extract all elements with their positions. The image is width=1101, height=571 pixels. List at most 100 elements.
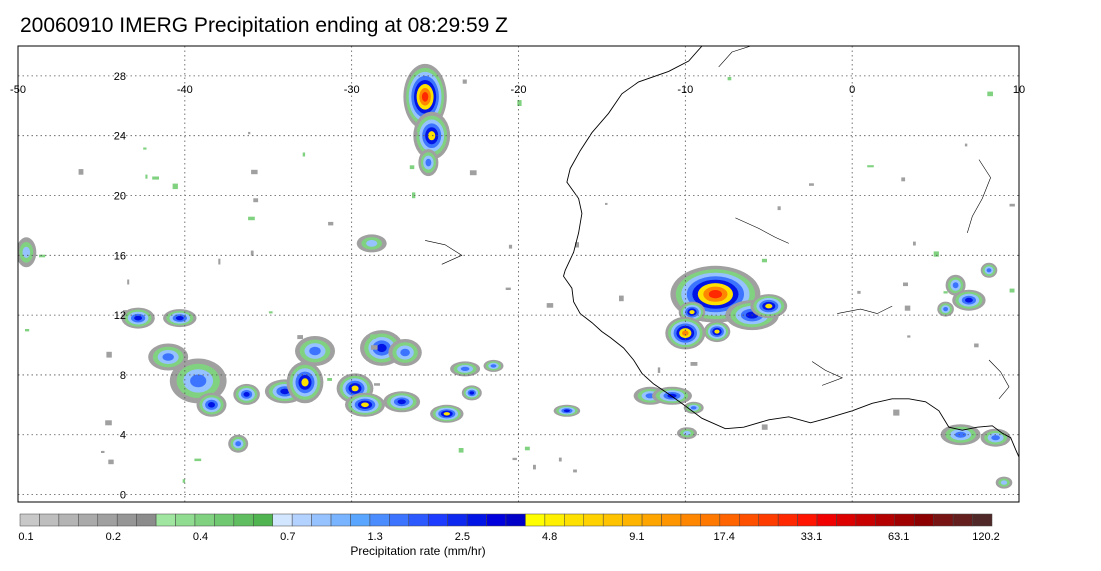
light-rain-speck (913, 241, 916, 246)
precip-contour (708, 290, 723, 299)
colorbar-swatch (253, 513, 273, 527)
inland-water-outline (425, 240, 463, 265)
colorbar-swatch (97, 513, 118, 527)
colorbar-swatch (933, 513, 954, 527)
precip-contour (682, 330, 689, 336)
light-rain-speck (964, 143, 968, 147)
colorbar-swatch (952, 513, 973, 527)
light-rain-speck (127, 279, 130, 285)
colorbar-swatch (369, 513, 390, 527)
colorbar-swatch (116, 513, 137, 527)
coastline (425, 46, 1019, 459)
inland-water-outline (988, 359, 1010, 399)
colorbar-swatch (311, 513, 332, 527)
colorbar-swatch (641, 513, 662, 527)
colorbar-swatch (544, 513, 565, 527)
light-rain-speck (248, 131, 251, 135)
longitude-label: -50 (10, 84, 26, 96)
map-title: 20060910 IMERG Precipitation ending at 0… (20, 14, 508, 37)
light-rain-speck (371, 345, 378, 350)
longitude-label: -30 (344, 84, 360, 96)
precip-contour (351, 385, 359, 392)
colorbar-swatch (272, 513, 293, 527)
precip-contour (714, 329, 720, 334)
colorbar-swatch (894, 513, 915, 527)
light-rain-speck (145, 174, 148, 179)
light-rain-speck (546, 303, 554, 308)
precip-contour (986, 268, 992, 273)
light-rain-speck (987, 91, 993, 97)
colorbar-tick-label: 63.1 (888, 531, 909, 543)
latitude-label: 12 (114, 310, 126, 322)
light-rain-speck (152, 176, 159, 180)
light-rain-speck (105, 420, 112, 426)
colorbar-swatch (855, 513, 876, 527)
colorbar-swatch (622, 513, 643, 527)
light-rain-speck (143, 147, 147, 150)
coastline-path (563, 46, 1019, 459)
precip-contour (952, 282, 959, 289)
precip-contour (175, 316, 184, 321)
colorbar-swatch (350, 513, 371, 527)
colorbar-swatch (525, 513, 546, 527)
colorbar-swatch (836, 513, 857, 527)
lat-lon-grid (18, 46, 1019, 502)
light-rain-speck (413, 132, 418, 136)
precip-contour (1000, 480, 1008, 485)
colorbar-swatch (136, 513, 157, 527)
colorbar-swatch (194, 513, 215, 527)
colorbar-swatch (758, 513, 779, 527)
colorbar-tick-label: 120.2 (972, 531, 1000, 543)
precip-contour (361, 402, 369, 408)
light-rain-speck (106, 351, 112, 358)
colorbar-swatch (427, 513, 448, 527)
colorbar-swatch (233, 513, 254, 527)
light-rain-speck (512, 457, 517, 461)
light-rain-speck (761, 258, 767, 263)
light-rain-speck (1009, 203, 1015, 207)
inland-water-outline (718, 46, 752, 68)
precip-contour (366, 240, 378, 247)
longitude-label: -20 (511, 84, 527, 96)
colorbar-tick-label: 33.1 (801, 531, 822, 543)
light-rain-speck (458, 448, 464, 453)
longitude-label: -10 (677, 84, 693, 96)
precip-contour (689, 310, 695, 315)
light-rain-speck (297, 335, 303, 340)
precip-contour (190, 374, 207, 388)
colorbar-swatch (797, 513, 818, 527)
colorbar-swatch (583, 513, 604, 527)
colorbar-tick-label: 0.7 (280, 531, 295, 543)
precip-contour (280, 388, 290, 395)
colorbar-swatch (389, 513, 410, 527)
light-rain-speck (933, 251, 939, 257)
colorbar-swatch (602, 513, 623, 527)
colorbar-swatch (972, 513, 993, 527)
light-rain-speck (575, 242, 579, 248)
light-rain-speck (857, 290, 861, 294)
colorbar-swatch (486, 513, 507, 527)
light-rain-speck (302, 152, 306, 157)
light-rain-speck (761, 424, 768, 430)
light-rain-speck (101, 450, 105, 453)
colorbar-tick-label: 1.3 (367, 531, 382, 543)
light-rain-speck (469, 170, 477, 176)
colorbar-tick-label: 0.4 (193, 531, 208, 543)
colorbar-tick-label: 9.1 (629, 531, 644, 543)
colorbar-swatch (739, 513, 759, 527)
colorbar-tick-label: 0.1 (18, 531, 33, 543)
precip-contour (943, 307, 948, 312)
light-rain-speck (182, 479, 186, 483)
light-rain-speck (573, 469, 577, 473)
colorbar-swatch (505, 513, 526, 527)
precip-contour (991, 435, 1000, 441)
light-rain-speck (777, 206, 781, 211)
precip-contour (460, 366, 470, 371)
light-rain-speck (218, 258, 221, 265)
colorbar-swatch (875, 513, 896, 527)
precip-contour (208, 402, 215, 408)
inland-water-outline (811, 361, 843, 386)
light-rain-speck (907, 335, 911, 338)
precip-contour (425, 158, 432, 167)
